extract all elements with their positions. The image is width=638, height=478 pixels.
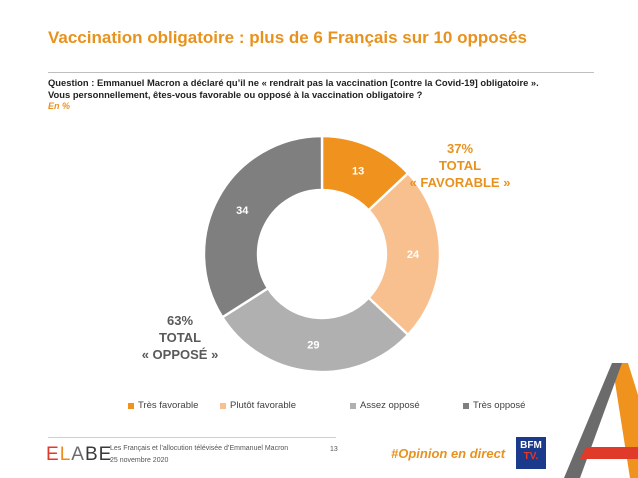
hashtag: #Opinion en direct [391,446,506,461]
total-favorable: 37% TOTAL « FAVORABLE » [405,140,515,191]
slice-value-label: 29 [307,340,319,352]
total-oppose-caption: « OPPOSÉ » [141,347,219,362]
unit-label: En % [48,101,71,111]
slice-value-label: 34 [236,205,249,217]
legend-swatch [350,402,356,409]
page-number: 13 [330,446,338,453]
legend-item: Assez opposé [350,400,420,411]
donut-slice-3 [220,286,410,374]
legend-item: Très favorable [128,400,198,411]
footer-source: Les Français et l’allocution télévisée d… [110,443,288,467]
footer-source-title: Les Français et l’allocution télévisée d… [110,445,289,452]
total-oppose-label: TOTAL [158,330,202,345]
donut-slice-4 [202,134,324,319]
legend-swatch [220,402,226,409]
legend-swatch [463,402,469,409]
legend-item: Plutôt favorable [220,400,296,411]
total-oppose: 63% TOTAL « OPPOSÉ » [130,312,230,363]
slice-value-label: 13 [352,165,364,177]
logo-letter: E [98,444,113,465]
elabe-logo: ELABE [46,444,112,466]
question-line-1: Question : Emmanuel Macron a déclaré qu’… [48,77,539,88]
slice-value-label: 24 [407,249,420,261]
logo-letter: E [46,444,60,465]
page-title: Vaccination obligatoire : plus de 6 Fran… [48,28,527,47]
total-favorable-caption: « FAVORABLE » [409,175,511,190]
legend-label: Assez opposé [360,400,420,411]
legend-label: Plutôt favorable [230,400,297,411]
bfm-logo-bottom: TV. [523,451,539,462]
question-line-2: Vous personnellement, êtes-vous favorabl… [48,89,423,100]
question-text: Question : Emmanuel Macron a déclaré qu’… [48,77,608,101]
legend-item: Très opposé [463,400,525,411]
corner-decoration-icon [564,363,638,478]
total-favorable-label: TOTAL [438,158,482,173]
total-oppose-percent: 63% [166,313,194,328]
footer-source-date: 25 novembre 2020 [110,457,169,464]
bfm-logo-top: BFM [520,440,542,451]
donut-slice-2 [366,171,442,337]
title-divider [48,72,594,73]
legend-swatch [128,402,134,409]
bfm-tv-logo: BFM TV. [516,437,546,469]
legend-label: Très opposé [473,400,526,411]
donut-chart: 13 24 29 34 [202,134,442,374]
legend-label: Très favorable [138,400,199,411]
footer-divider [48,437,336,438]
total-favorable-percent: 37% [446,141,474,156]
chart-legend: Très favorable Plutôt favorable Assez oppo… [0,400,638,414]
logo-letter: L [59,444,72,465]
logo-letter: B [84,444,99,465]
logo-letter: A [71,444,85,465]
